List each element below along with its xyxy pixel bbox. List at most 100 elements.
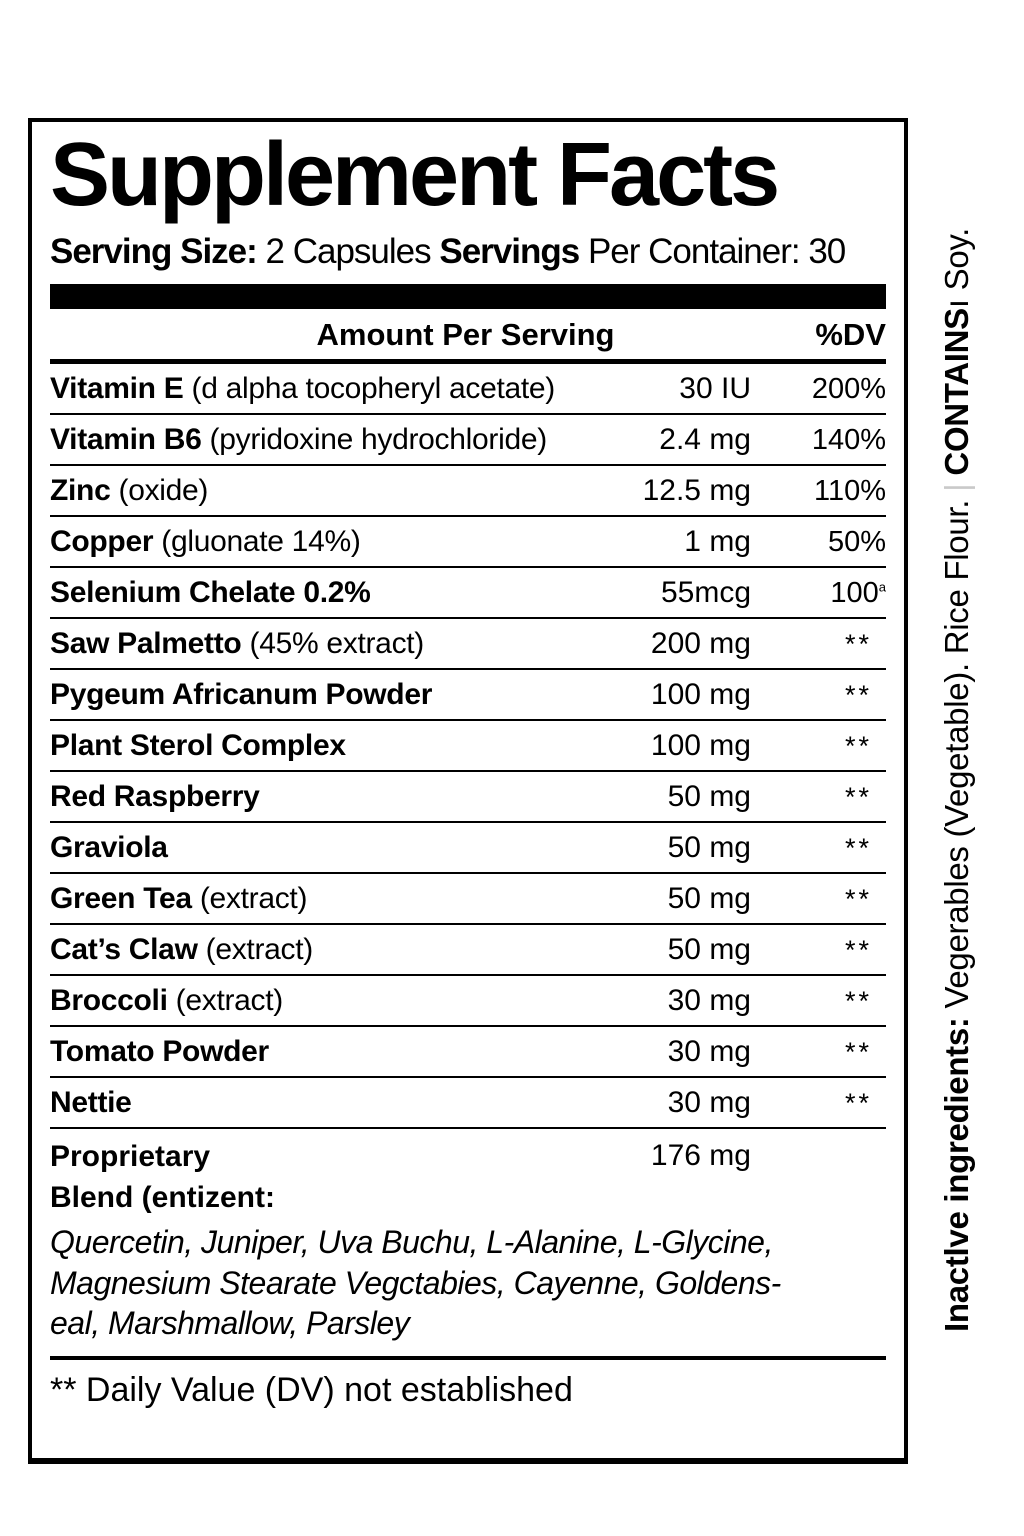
ingredient-name: Nettie	[50, 1086, 132, 1119]
divider-bar	[50, 284, 886, 309]
supplement-row: Graviola 50 mg **	[50, 821, 886, 872]
ingredient-name-cell: Cat’s Claw (extract)	[50, 933, 636, 967]
ingredient-dv: **	[844, 680, 872, 710]
ingredient-amount: 55mcg	[660, 576, 751, 609]
ingredient-amount: 12.5 mg	[642, 474, 751, 507]
inactive-ingredients-value: Vegerables (Vegetable). Rice Flour.	[938, 499, 975, 1009]
ingredient-form: (extract)	[199, 882, 308, 915]
ingredient-name: Cat’s Claw	[50, 933, 206, 966]
supplement-row: Cat’s Claw (extract) 50 mg **	[50, 923, 886, 974]
ingredient-dv: 110%	[813, 475, 886, 507]
ingredient-form: (pyridoxine hydrochloride)	[209, 423, 548, 456]
footnote-divider	[50, 1355, 886, 1360]
ingredient-amount: 30 IU	[679, 372, 751, 405]
side-inactive-ingredients-text: Inactlve ingredients: Vegerables (Vegeta…	[938, 228, 976, 1332]
ingredient-name: Selenium Chelate 0.2%	[50, 576, 371, 609]
ingredient-name: Green Tea	[50, 882, 200, 915]
ingredient-amount: 30 mg	[667, 984, 751, 1017]
ingredient-form: (extract)	[205, 933, 314, 966]
ingredient-dv: **	[844, 629, 872, 659]
ingredient-form: (d alpha tocopheryl acetate)	[191, 372, 556, 405]
ingredient-dv: **	[844, 884, 872, 914]
ingredient-amount: 100 mg	[650, 729, 751, 762]
ingredient-name-cell: Plant Sterol Complex	[50, 729, 636, 763]
proprietary-name-line1: Proprietary	[50, 1140, 211, 1173]
ingredient-name-cell: Broccoli (extract)	[50, 984, 636, 1018]
ingredient-name-cell: Green Tea (extract)	[50, 882, 636, 916]
ingredient-name-cell: Vitamin E (d alpha tocopheryl acetate)	[50, 372, 636, 406]
supplement-row: Broccoli (extract) 30 mg **	[50, 974, 886, 1025]
proprietary-name-line2: Blend (entizent:	[50, 1180, 275, 1214]
ingredient-name-cell: Tomato Powder	[50, 1035, 636, 1069]
column-header-row: Amount Per Serving %DV	[50, 309, 886, 364]
ingredient-name-cell: Selenium Chelate 0.2%	[50, 576, 636, 610]
supplement-row: Saw Palmetto (45% extract) 200 mg **	[50, 617, 886, 668]
supplement-row: Red Raspberry 50 mg **	[50, 770, 886, 821]
ingredient-name: Broccoli	[50, 984, 176, 1017]
ingredient-dv: 50%	[827, 526, 886, 558]
facts-rows: Vitamin E (d alpha tocopheryl acetate) 3…	[50, 364, 886, 1127]
dv-footnote: ** Daily Value (DV) not established	[50, 1370, 573, 1409]
side-text-divider: |	[938, 483, 975, 492]
ingredient-name-cell: Zinc (oxide)	[50, 474, 636, 508]
ingredient-name: Tomato Powder	[50, 1035, 269, 1068]
ingredient-form: (oxide)	[118, 474, 209, 507]
supplement-row: Plant Sterol Complex 100 mg **	[50, 719, 886, 770]
ingredient-dv: 100a	[830, 577, 886, 609]
ingredient-name-cell: Nettie	[50, 1086, 636, 1120]
ingredient-amount: 50 mg	[667, 831, 751, 864]
ingredient-amount: 30 mg	[667, 1035, 751, 1068]
ingredient-name: Pygeum Africanum Powder	[50, 678, 433, 711]
ingredient-amount: 200 mg	[650, 627, 751, 660]
ingredient-name-cell: Copper (gluonate 14%)	[50, 525, 636, 559]
supplement-row: Vitamin B6 (pyridoxine hydrochloride) 2.…	[50, 413, 886, 464]
ingredient-amount: 50 mg	[667, 933, 751, 966]
ingredient-amount: 30 mg	[667, 1086, 751, 1119]
proprietary-ingredients: Quercetin, Juniper, Uva Buchu, L-Alanine…	[50, 1218, 886, 1356]
supplement-row: Vitamin E (d alpha tocopheryl acetate) 3…	[50, 364, 886, 413]
serving-size-label: Serving Size:	[50, 232, 258, 271]
ingredient-dv: 140%	[811, 424, 886, 456]
proprietary-blend-name: Proprietary Blend (entizent:	[50, 1137, 636, 1218]
proprietary-blend-row: Proprietary Blend (entizent: 176 mg	[50, 1127, 886, 1218]
ingredient-name: Copper	[50, 525, 162, 558]
ingredient-name: Graviola	[50, 831, 168, 864]
contains-label: CONTAINS	[938, 308, 975, 476]
ingredient-dv: **	[844, 986, 872, 1016]
ingredient-dv: **	[844, 782, 872, 812]
panel-title: Supplement Facts	[50, 125, 780, 225]
ingredient-name: Zinc	[50, 474, 119, 507]
ingredient-amount: 50 mg	[667, 780, 751, 813]
ingredient-form: (45% extract)	[249, 627, 425, 660]
ingredient-name-cell: Vitamin B6 (pyridoxine hydrochloride)	[50, 423, 636, 457]
ingredient-dv: 200%	[811, 373, 886, 405]
ingredient-name: Saw Palmetto	[50, 627, 250, 660]
supplement-facts-panel: Supplement Facts Serving Size: 2 Capsule…	[28, 118, 908, 1464]
ingredient-name-cell: Red Raspberry	[50, 780, 636, 814]
ingredient-name-cell: Pygeum Africanum Powder	[50, 678, 636, 712]
ingredient-amount: 50 mg	[667, 882, 751, 915]
proprietary-ingredients-line: Magnesium Stearate Vegctabies, Cayenne, …	[50, 1264, 781, 1301]
inactive-ingredients-label: Inactlve ingredients:	[938, 1008, 975, 1332]
ingredient-form: (extract)	[175, 984, 284, 1017]
supplement-row: Tomato Powder 30 mg **	[50, 1025, 886, 1076]
supplement-row: Copper (gluonate 14%) 1 mg 50%	[50, 515, 886, 566]
ingredient-name: Vitamin E	[50, 372, 192, 405]
supplement-row: Zinc (oxide) 12.5 mg 110%	[50, 464, 886, 515]
servings-per-container-value: Per Container: 30	[579, 232, 846, 271]
ingredient-name: Red Raspberry	[50, 780, 260, 813]
ingredient-dv: **	[844, 833, 872, 863]
ingredient-amount: 100 mg	[650, 678, 751, 711]
proprietary-amount: 176 mg	[650, 1139, 751, 1172]
supplement-row: Pygeum Africanum Powder 100 mg **	[50, 668, 886, 719]
ingredient-name: Plant Sterol Complex	[50, 729, 346, 762]
ingredient-dv: **	[844, 935, 872, 965]
serving-info: Serving Size: 2 Capsules Servings Per Co…	[50, 232, 886, 272]
ingredient-dv: **	[844, 1037, 872, 1067]
supplement-row: Green Tea (extract) 50 mg **	[50, 872, 886, 923]
supplement-row: Nettie 30 mg **	[50, 1076, 886, 1127]
ingredient-name-cell: Saw Palmetto (45% extract)	[50, 627, 636, 661]
ingredient-amount: 2.4 mg	[659, 423, 751, 456]
amount-column-header: Amount Per Serving	[316, 317, 615, 352]
